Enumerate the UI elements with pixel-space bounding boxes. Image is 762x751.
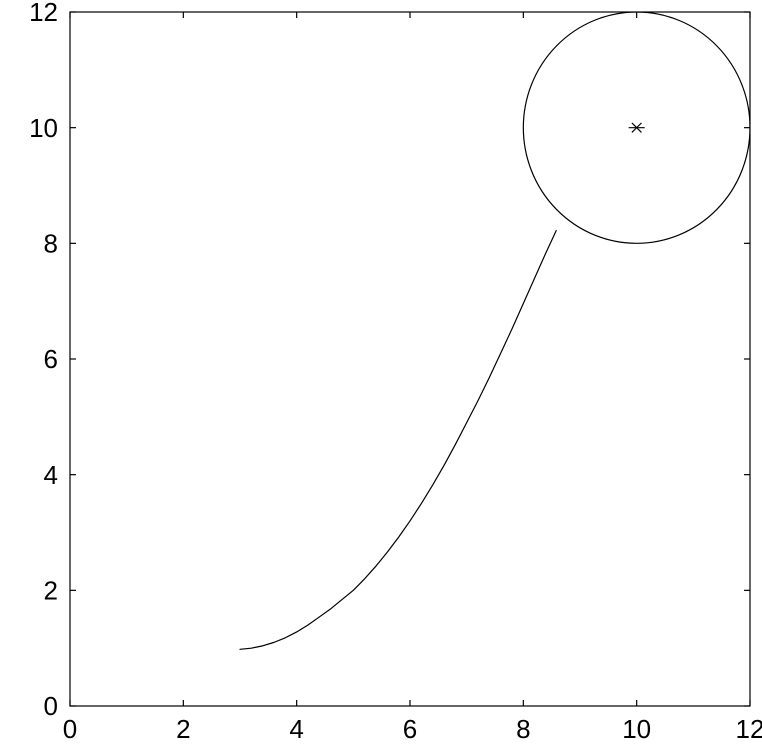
x-tick-label: 12: [736, 714, 762, 744]
x-tick-label: 6: [403, 714, 417, 744]
y-tick-label: 6: [44, 344, 58, 374]
x-tick-label: 0: [63, 714, 77, 744]
x-tick-label: 4: [289, 714, 303, 744]
x-tick-label: 2: [176, 714, 190, 744]
y-tick-label: 12: [29, 0, 58, 27]
x-tick-label: 10: [622, 714, 651, 744]
y-tick-label: 4: [44, 460, 58, 490]
y-tick-label: 0: [44, 691, 58, 721]
x-tick-label: 8: [516, 714, 530, 744]
y-tick-label: 2: [44, 575, 58, 605]
y-tick-label: 10: [29, 113, 58, 143]
y-tick-label: 8: [44, 228, 58, 258]
trajectory-chart: 0 2 4 6 8 10 12 0 2 4 6 8 10 12: [0, 0, 762, 751]
